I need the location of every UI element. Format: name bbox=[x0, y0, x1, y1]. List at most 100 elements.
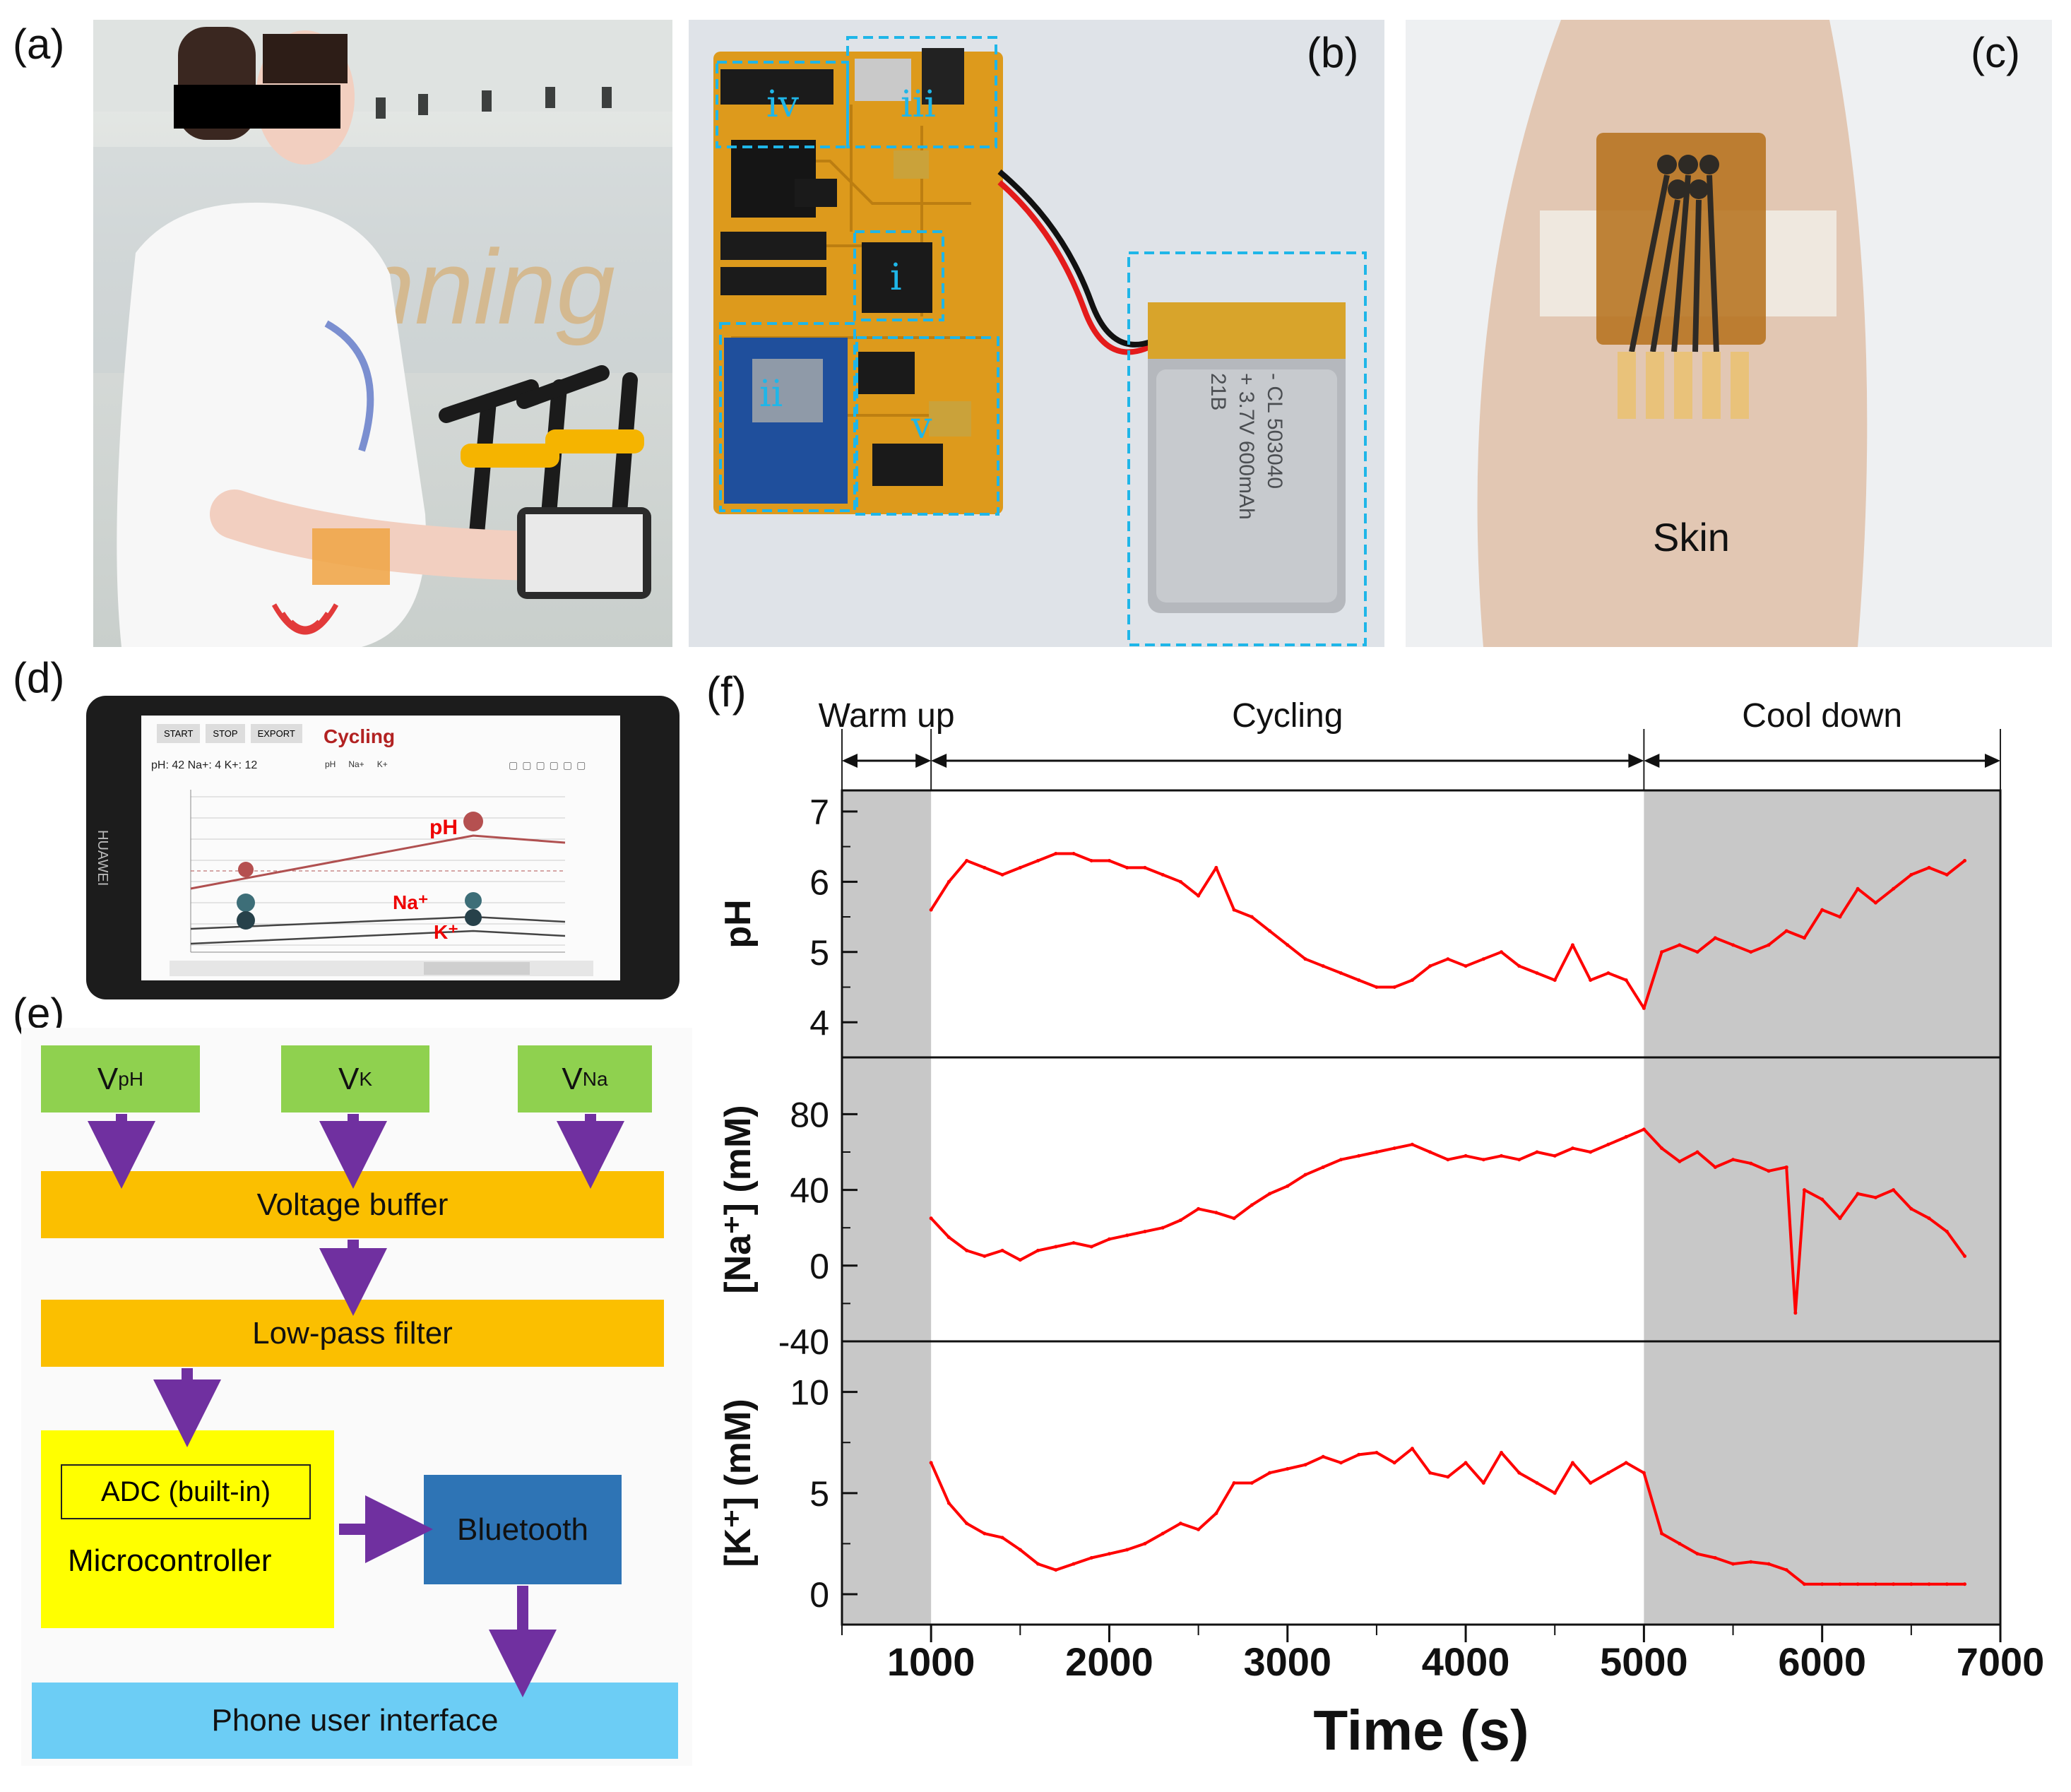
region-label-v: v bbox=[911, 405, 932, 447]
adc-label: ADC (built-in) bbox=[100, 1476, 271, 1507]
ytick-label-2-1: 5 bbox=[809, 1474, 829, 1514]
data-point-2-40 bbox=[1642, 1471, 1646, 1475]
phase-shade-0 bbox=[842, 790, 932, 1625]
data-point-2-25 bbox=[1375, 1451, 1379, 1455]
data-point-1-57 bbox=[1927, 1216, 1931, 1221]
data-point-1-46 bbox=[1749, 1161, 1753, 1165]
data-point-1-59 bbox=[1963, 1254, 1967, 1258]
phase-arrowhead-left-1 bbox=[931, 754, 947, 768]
data-point-1-6 bbox=[1036, 1248, 1040, 1252]
data-point-2-43 bbox=[1695, 1552, 1699, 1556]
data-point-1-36 bbox=[1570, 1146, 1574, 1151]
ytick-label-0-1: 5 bbox=[809, 933, 829, 973]
data-point-1-10 bbox=[1107, 1237, 1111, 1241]
stop-button[interactable]: STOP bbox=[206, 724, 245, 743]
phase-arrowhead-right-0 bbox=[915, 754, 932, 768]
region-box-ii bbox=[719, 322, 856, 512]
region-label-ii: ii bbox=[759, 373, 783, 415]
data-point-1-58 bbox=[1945, 1230, 1949, 1234]
data-point-0-26 bbox=[1392, 985, 1396, 990]
phase-label-1: Cycling bbox=[1232, 697, 1343, 735]
data-point-2-57 bbox=[1945, 1582, 1949, 1586]
data-point-1-26 bbox=[1392, 1146, 1396, 1151]
region-box-v bbox=[855, 336, 999, 516]
region-box-iv bbox=[716, 61, 849, 148]
data-point-2-56 bbox=[1927, 1582, 1931, 1586]
data-point-2-8 bbox=[1072, 1562, 1076, 1566]
data-point-1-38 bbox=[1606, 1142, 1610, 1146]
start-button[interactable]: START bbox=[157, 724, 201, 743]
data-point-2-38 bbox=[1606, 1471, 1610, 1475]
phone-chart bbox=[170, 790, 593, 976]
xtick-label-4: 5000 bbox=[1600, 1639, 1688, 1684]
data-point-2-2 bbox=[965, 1521, 969, 1526]
data-point-2-18 bbox=[1250, 1481, 1254, 1485]
data-point-1-14 bbox=[1178, 1218, 1182, 1222]
data-point-2-33 bbox=[1517, 1471, 1521, 1475]
data-point-2-17 bbox=[1232, 1481, 1236, 1485]
data-point-2-14 bbox=[1178, 1521, 1182, 1526]
phone-ui-label: Phone user interface bbox=[211, 1703, 499, 1738]
data-point-2-29 bbox=[1446, 1475, 1450, 1479]
data-point-1-13 bbox=[1161, 1226, 1165, 1230]
phone-toolbar-icons[interactable]: ▢▢▢▢▢▢ bbox=[509, 759, 591, 771]
data-point-2-49 bbox=[1802, 1582, 1806, 1586]
ytick-label-1-0: -40 bbox=[778, 1322, 829, 1362]
flowchart-arrows bbox=[88, 1114, 624, 1697]
legend-ph: pH bbox=[325, 759, 336, 769]
data-point-0-20 bbox=[1286, 943, 1290, 947]
data-point-0-15 bbox=[1197, 894, 1201, 898]
data-point-0-49 bbox=[1802, 936, 1806, 940]
region-label-i: i bbox=[890, 256, 902, 299]
data-point-0-2 bbox=[965, 858, 969, 862]
legend-k: K+ bbox=[376, 759, 388, 769]
phone-readout: pH: 42 Na+: 4 K+: 12 bbox=[151, 759, 258, 771]
data-point-1-35 bbox=[1553, 1153, 1557, 1158]
region-box-i bbox=[853, 230, 944, 321]
data-point-1-48 bbox=[1784, 1165, 1788, 1169]
data-point-0-33 bbox=[1517, 964, 1521, 968]
data-point-1-45 bbox=[1731, 1158, 1735, 1162]
xlabel: Time (s) bbox=[1313, 1699, 1529, 1762]
data-point-0-21 bbox=[1303, 957, 1307, 961]
data-point-1-40 bbox=[1642, 1127, 1646, 1132]
data-point-0-54 bbox=[1892, 886, 1896, 891]
data-point-0-42 bbox=[1678, 943, 1682, 947]
ytick-label-0-0: 4 bbox=[809, 1003, 829, 1043]
skin-label: Skin bbox=[1653, 515, 1730, 559]
photo-c-skin-sensor: Skin bbox=[1406, 20, 2052, 647]
xtick-label-0: 1000 bbox=[887, 1639, 975, 1684]
data-point-0-41 bbox=[1660, 950, 1664, 954]
panel-label-a: (a) bbox=[13, 20, 65, 68]
svg-text:+ 3.7V 600mAh: + 3.7V 600mAh bbox=[1235, 373, 1258, 520]
ytick-label-0-2: 6 bbox=[809, 862, 829, 902]
voltage-buffer-label: Voltage buffer bbox=[256, 1187, 449, 1222]
data-point-0-56 bbox=[1927, 865, 1931, 870]
data-point-2-58 bbox=[1963, 1582, 1967, 1586]
phone-brand: HUAWEI bbox=[95, 830, 110, 886]
data-point-0-17 bbox=[1232, 908, 1236, 912]
data-point-0-29 bbox=[1446, 957, 1450, 961]
data-point-0-23 bbox=[1339, 971, 1343, 975]
data-point-2-9 bbox=[1089, 1555, 1093, 1560]
data-point-1-54 bbox=[1873, 1195, 1877, 1199]
phase-arrowhead-right-2 bbox=[1985, 754, 2000, 768]
phase-label-0: Warm up bbox=[819, 697, 955, 735]
data-point-2-19 bbox=[1268, 1471, 1272, 1475]
face-censor-bar bbox=[174, 85, 340, 129]
data-point-1-11 bbox=[1125, 1233, 1129, 1238]
data-point-2-22 bbox=[1321, 1454, 1325, 1459]
data-point-0-27 bbox=[1410, 978, 1414, 983]
series-line-1 bbox=[930, 1127, 1966, 1315]
chart-f-svg: Warm up Cycling Cool down 4 5 6 7 pH -40 0 40 80 [Na… bbox=[718, 697, 2044, 1762]
photo-c-drawing bbox=[1477, 20, 1868, 647]
data-point-0-53 bbox=[1873, 901, 1877, 905]
data-point-0-32 bbox=[1500, 950, 1504, 954]
data-point-0-0 bbox=[929, 908, 933, 912]
data-point-2-46 bbox=[1749, 1560, 1753, 1564]
plot-frame bbox=[841, 789, 2002, 1626]
data-point-1-29 bbox=[1446, 1158, 1450, 1162]
panel-label-b: (b) bbox=[1307, 29, 1359, 76]
export-button[interactable]: EXPORT bbox=[250, 724, 302, 743]
data-point-1-56 bbox=[1909, 1206, 1913, 1211]
